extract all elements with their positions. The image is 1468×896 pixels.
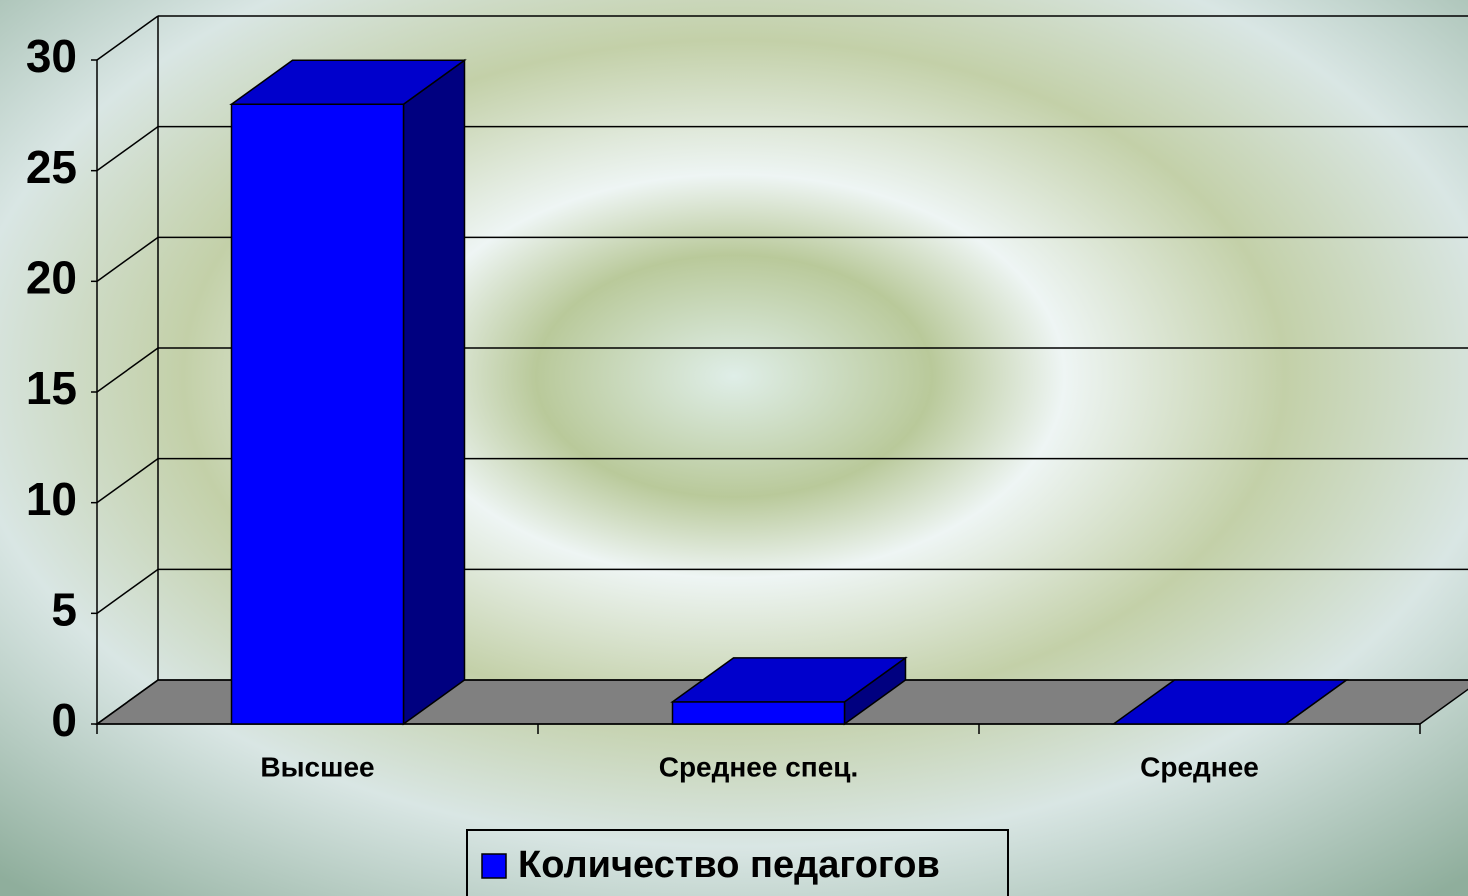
- bar-side: [403, 60, 464, 724]
- legend-label: Количество педагогов: [518, 844, 940, 886]
- x-tick-label: Среднее: [1140, 751, 1259, 782]
- y-tick-label: 20: [26, 251, 77, 303]
- bar: [673, 702, 845, 724]
- legend-swatch: [482, 854, 506, 878]
- page: 0 5 10 15 20 25 30 Высшее Среднее спец. Среднее К…: [0, 0, 1468, 896]
- y-tick-label: 5: [51, 583, 77, 635]
- y-tick-label: 30: [26, 30, 77, 82]
- y-tick-label: 15: [26, 362, 77, 414]
- chart: 0 5 10 15 20 25 30 Высшее Среднее спец. Среднее К…: [0, 0, 1468, 896]
- y-tick-label: 10: [26, 473, 77, 525]
- y-tick-label: 25: [26, 141, 77, 193]
- x-tick-label: Высшее: [260, 751, 374, 782]
- y-tick-label: 0: [51, 694, 77, 746]
- x-tick-label: Среднее спец.: [659, 751, 859, 782]
- bar: [232, 104, 404, 724]
